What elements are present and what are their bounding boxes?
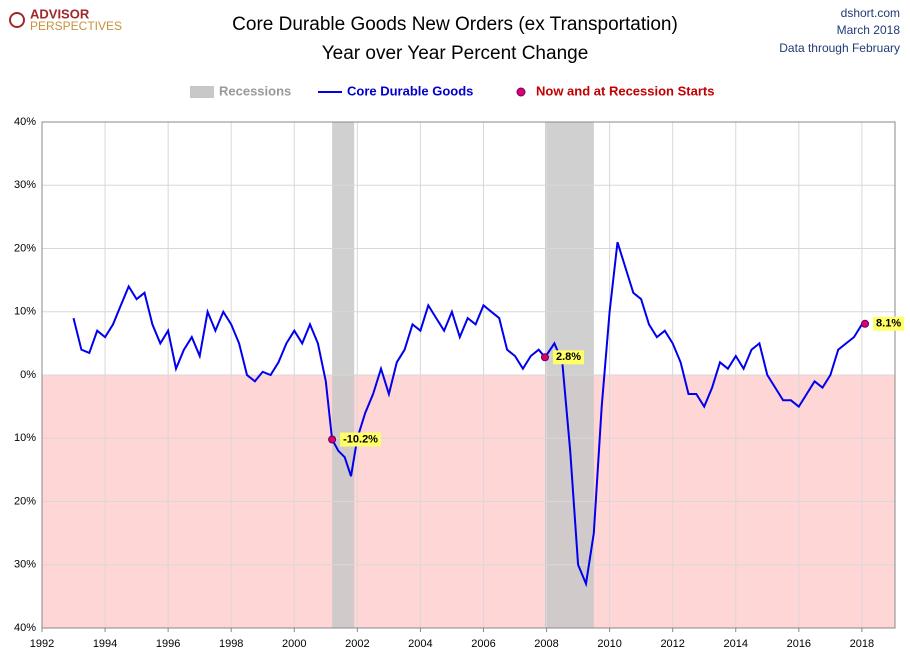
legend-label: Now and at Recession Starts xyxy=(536,83,714,98)
y-tick-label: 30% xyxy=(14,179,36,191)
value-label-bg xyxy=(340,432,381,447)
x-tick-label: 2004 xyxy=(408,638,432,650)
y-tick-label: 20% xyxy=(14,242,36,254)
logo: ADVISOR xyxy=(30,6,90,21)
x-tick-label: 2012 xyxy=(660,638,684,650)
legend-swatch xyxy=(190,86,214,98)
source: March 2018 xyxy=(837,23,901,37)
source: Data through February xyxy=(779,41,900,55)
value-label-bg xyxy=(552,350,585,365)
x-tick-label: 2014 xyxy=(724,638,748,650)
x-tick-label: 1998 xyxy=(219,638,243,650)
x-tick-label: 1996 xyxy=(156,638,180,650)
legend-label: Core Durable Goods xyxy=(347,83,473,98)
point xyxy=(861,319,870,328)
x-tick-label: 2000 xyxy=(282,638,306,650)
y-tick-label: 10% xyxy=(14,306,36,318)
value-label: 8.1% xyxy=(876,318,901,330)
y-tick-label: 30% xyxy=(14,559,36,571)
point xyxy=(540,353,549,362)
source: dshort.com xyxy=(841,6,900,20)
legend-swatch xyxy=(516,87,526,97)
y-tick-label: 10% xyxy=(14,432,36,444)
plot-frame xyxy=(41,121,896,629)
value-label: -10.2% xyxy=(343,433,378,445)
x-tick-label: 2002 xyxy=(345,638,369,650)
logo-icon xyxy=(9,12,25,28)
x-tick-label: 1992 xyxy=(30,638,54,650)
x-tick-label: 2006 xyxy=(471,638,495,650)
legend-label: Recessions xyxy=(219,83,291,98)
x-tick-label: 2016 xyxy=(787,638,811,650)
y-tick-label: 40% xyxy=(14,622,36,634)
y-tick-label: 0% xyxy=(20,369,36,381)
x-tick-label: 2010 xyxy=(597,638,621,650)
line xyxy=(72,241,866,588)
y-tick-label: 20% xyxy=(14,495,36,507)
y-tick-label: 40% xyxy=(14,116,36,128)
point xyxy=(328,435,337,444)
x-tick-label: 2008 xyxy=(534,638,558,650)
value-label-bg xyxy=(873,316,905,331)
chart-subtitle: Year over Year Percent Change xyxy=(322,43,589,64)
chart-title: Core Durable Goods New Orders (ex Transp… xyxy=(232,14,678,35)
x-tick-label: 2018 xyxy=(850,638,874,650)
logo: PERSPECTIVES xyxy=(30,19,122,33)
value-label: 2.8% xyxy=(556,351,581,363)
x-tick-label: 1994 xyxy=(93,638,117,650)
